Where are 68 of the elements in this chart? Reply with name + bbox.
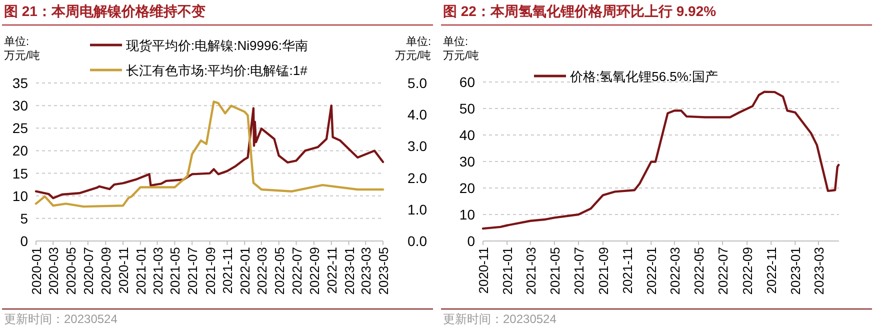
x-tick-label: 2020-11 bbox=[116, 247, 132, 294]
x-tick-label: 2021-05 bbox=[547, 247, 562, 295]
y-tick-label: 35 bbox=[12, 75, 28, 91]
y2-tick-label: 0.0 bbox=[408, 233, 428, 249]
x-tick-label: 2021-07 bbox=[572, 247, 587, 295]
x-tick-label: 2022-03 bbox=[254, 247, 270, 295]
x-tick-label: 2022-03 bbox=[667, 247, 682, 295]
x-tick-label: 2020-09 bbox=[98, 247, 114, 295]
text: 更新时间：20230524 bbox=[443, 312, 557, 326]
x-tick-label: 2021-03 bbox=[150, 247, 166, 295]
y-tick-label: 20 bbox=[12, 142, 28, 159]
chart-title: 图 22：本周氢氧化锂价格周环比上行 9.92% bbox=[443, 3, 717, 19]
x-tick-label: 2022-11 bbox=[764, 247, 780, 294]
x-tick-label: 2020-05 bbox=[64, 247, 79, 295]
x-tick-label: 2020-03 bbox=[46, 247, 62, 295]
x-tick-label: 2022-01 bbox=[238, 247, 253, 295]
x-tick-label: 2021-09 bbox=[596, 247, 611, 295]
y-tick-label: 10 bbox=[12, 188, 28, 204]
x-tick-label: 2022-07 bbox=[716, 247, 731, 295]
y2-tick-label: 4.0 bbox=[408, 106, 428, 123]
x-tick-label: 2022-07 bbox=[289, 247, 304, 295]
x-tick-label: 2021-03 bbox=[523, 247, 538, 295]
x-tick-label: 2022-09 bbox=[740, 247, 756, 295]
y-tick-label: 30 bbox=[12, 98, 28, 114]
text: 更新时间：20230524 bbox=[4, 312, 118, 326]
x-tick-label: 2023-03 bbox=[811, 247, 826, 295]
y-axis-title: 单位: 万元/吨 bbox=[443, 35, 480, 62]
x-tick-label: 2020-11 bbox=[476, 247, 491, 294]
x-tick-label: 2021-09 bbox=[202, 247, 218, 295]
x-tick-label: 2021-01 bbox=[133, 247, 148, 295]
line-series bbox=[482, 90, 840, 230]
x-tick-label: 2021-11 bbox=[620, 247, 636, 294]
x-tick-label: 2022-05 bbox=[272, 247, 287, 295]
y-tick-label: 60 bbox=[459, 74, 476, 90]
y2-tick-label: 2.0 bbox=[408, 170, 428, 186]
x-tick-label: 2021-07 bbox=[185, 247, 200, 295]
x-tick-label: 2022-05 bbox=[691, 247, 706, 295]
x-tick-label: 2020-01 bbox=[29, 247, 44, 295]
y-tick-label: 30 bbox=[459, 154, 476, 170]
x-tick-label: 2022-09 bbox=[306, 247, 322, 295]
legend-label: 价格:氢氧化锂56.5%:国产 bbox=[569, 69, 718, 84]
y-tick-label: 15 bbox=[12, 165, 28, 182]
y-tick-label: 0 bbox=[20, 233, 28, 249]
y2-tick-label: 1.0 bbox=[408, 201, 428, 218]
y2-tick-label: 3.0 bbox=[408, 138, 428, 154]
x-tick-label: 2022-01 bbox=[644, 247, 660, 295]
x-tick-label: 2023-05 bbox=[376, 247, 391, 295]
y-tick-label: 10 bbox=[459, 206, 476, 222]
x-tick-label: 2021-01 bbox=[500, 247, 516, 295]
x-tick-label: 2023-01 bbox=[788, 247, 804, 295]
x-tick-label: 2020-07 bbox=[80, 247, 96, 295]
y-tick-label: 5 bbox=[20, 210, 28, 226]
y2-axis-title: 单位: 万元/吨 bbox=[394, 35, 431, 62]
legend-label: 现货平均价:电解镍:Ni9996:华南 bbox=[126, 38, 308, 53]
x-tick-label: 2021-05 bbox=[168, 247, 183, 295]
y2-tick-label: 5.0 bbox=[408, 75, 428, 91]
chart-title: 图 21：本周电解镍价格维持不变 bbox=[4, 3, 206, 19]
x-tick-label: 2022-11 bbox=[324, 247, 340, 294]
x-tick-label: 2023-01 bbox=[342, 247, 357, 295]
y-axis-title: 单位: 万元/吨 bbox=[4, 35, 40, 62]
legend-label: 长江有色市场:平均价:电解锰:1# bbox=[126, 63, 308, 78]
y-tick-label: 50 bbox=[459, 100, 476, 116]
x-tick-label: 2021-11 bbox=[220, 247, 236, 294]
y-tick-label: 20 bbox=[459, 180, 476, 196]
x-tick-label: 2023-03 bbox=[358, 247, 374, 295]
y-tick-label: 40 bbox=[459, 127, 476, 143]
y-tick-label: 0 bbox=[467, 233, 476, 249]
y-tick-label: 25 bbox=[12, 120, 28, 136]
